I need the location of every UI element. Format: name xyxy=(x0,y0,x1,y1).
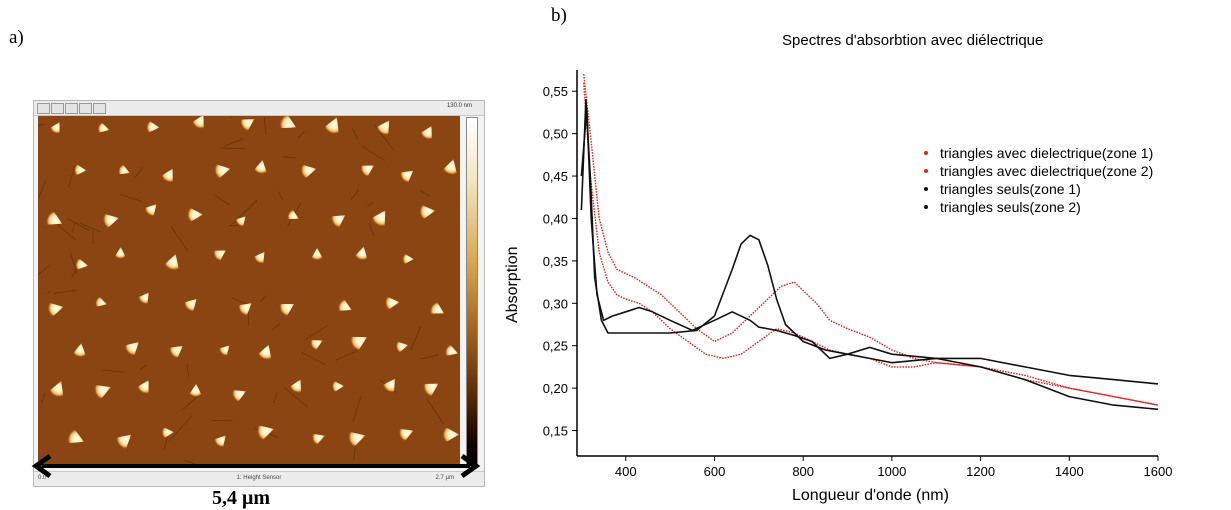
series-line-3 xyxy=(581,100,1158,384)
series-line-1 xyxy=(584,74,1158,405)
x-tick-label: 600 xyxy=(704,464,726,479)
height-scale-max: 130.0 nm xyxy=(447,103,472,109)
afm-background xyxy=(38,116,460,468)
legend-label: triangles avec dielectrique(zone 2) xyxy=(940,163,1153,179)
legend-marker xyxy=(924,187,928,191)
afm-image-window: 130.0 nm 0.0 1: Height Sensor 2.7 µm xyxy=(33,100,485,487)
x-tick-label: 1400 xyxy=(1055,464,1084,479)
x-tick-label: 1200 xyxy=(966,464,995,479)
legend-marker xyxy=(924,151,928,155)
legend-marker xyxy=(924,205,928,209)
y-tick-label: 0,40 xyxy=(543,211,568,226)
absorption-chart: Spectres d'absorbtion avec diélectrique … xyxy=(495,18,1231,508)
select-icon[interactable] xyxy=(51,103,64,114)
y-tick-label: 0,30 xyxy=(543,296,568,311)
afm-toolbar: 130.0 nm xyxy=(34,101,484,116)
chart-title: Spectres d'absorbtion avec diélectrique xyxy=(782,32,1043,49)
legend-label: triangles avec dielectrique(zone 1) xyxy=(940,145,1153,161)
x-tick-label: 1000 xyxy=(877,464,906,479)
panel-a-label: a) xyxy=(9,27,24,49)
pan-icon[interactable] xyxy=(79,103,92,114)
y-tick-label: 0,15 xyxy=(543,424,568,439)
pencil-icon[interactable] xyxy=(37,103,50,114)
legend-marker xyxy=(924,169,928,173)
y-tick-label: 0,45 xyxy=(543,169,568,184)
x-tick-label: 400 xyxy=(615,464,637,479)
y-axis-label: Absorption xyxy=(504,247,521,324)
x-axis-label: Longueur d'onde (nm) xyxy=(792,487,949,504)
y-tick-label: 0,25 xyxy=(543,339,568,354)
height-colorbar xyxy=(466,117,478,467)
measure-icon[interactable] xyxy=(93,103,106,114)
y-tick-label: 0,20 xyxy=(543,381,568,396)
series-line-2 xyxy=(584,83,1158,405)
y-tick-label: 0,50 xyxy=(543,127,568,142)
legend-label: triangles seuls(zone 1) xyxy=(940,181,1081,197)
x-tick-label: 1600 xyxy=(1144,464,1173,479)
y-tick-label: 0,55 xyxy=(543,84,568,99)
y-tick-label: 0,35 xyxy=(543,254,568,269)
scale-bar-label: 5,4 μm xyxy=(212,487,270,510)
afm-height-map xyxy=(38,116,460,468)
legend-label: triangles seuls(zone 2) xyxy=(940,199,1081,215)
x-tick-label: 800 xyxy=(792,464,814,479)
zoom-icon[interactable] xyxy=(65,103,78,114)
scale-bar-arrow xyxy=(30,453,482,479)
